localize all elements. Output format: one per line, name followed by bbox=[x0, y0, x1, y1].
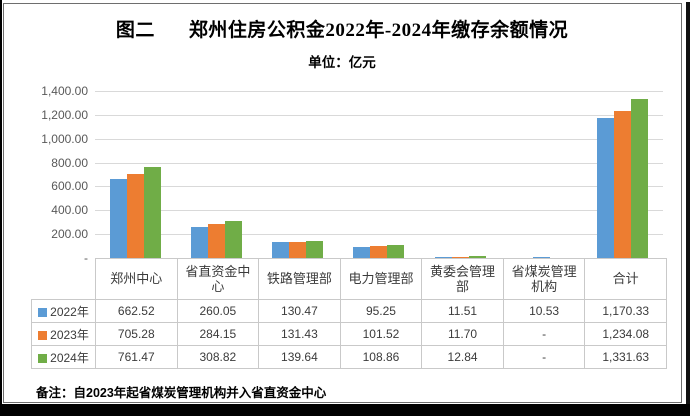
bar bbox=[434, 256, 452, 258]
table-head: 郑州中心 省直资金中心 铁路管理部 电力管理部 黄委会管理部 省煤炭管理机构 合计 bbox=[32, 258, 667, 300]
gridline bbox=[95, 91, 663, 92]
chart-unit-label: 单位：亿元 bbox=[308, 55, 376, 70]
bar-group bbox=[338, 91, 419, 258]
table-header-cell: 电力管理部 bbox=[339, 258, 423, 300]
bar-group bbox=[176, 91, 257, 258]
bar bbox=[272, 242, 290, 258]
page-bottom-edge bbox=[0, 404, 690, 416]
table-value-cell: 131.43 bbox=[258, 322, 341, 346]
y-axis-tick-label: - bbox=[84, 251, 88, 265]
bar bbox=[225, 221, 243, 258]
table-value-cell: 260.05 bbox=[176, 299, 260, 323]
table-header-row: 郑州中心 省直资金中心 铁路管理部 电力管理部 黄委会管理部 省煤炭管理机构 合计 bbox=[32, 258, 667, 300]
table-value-cell: - bbox=[502, 322, 586, 346]
table-value-cell: 12.84 bbox=[421, 345, 504, 369]
gridline bbox=[95, 163, 663, 164]
legend-label: 2024年 bbox=[50, 350, 89, 365]
bar-group bbox=[582, 91, 663, 258]
table-value-cell: 662.52 bbox=[95, 299, 178, 323]
table-value-cell: 95.25 bbox=[339, 299, 423, 323]
table-value-cell: 139.64 bbox=[258, 345, 341, 369]
legend-swatch bbox=[38, 330, 48, 340]
bar bbox=[630, 99, 648, 258]
bar bbox=[532, 256, 550, 258]
gridline bbox=[95, 234, 663, 235]
bar-groups bbox=[95, 91, 663, 258]
table-value-cell: 1,170.33 bbox=[584, 299, 667, 323]
bar-group bbox=[420, 91, 501, 258]
table-value-cell: 108.86 bbox=[339, 345, 423, 369]
footnote: 备注：自2023年起省煤炭管理机构并入省直资金中心 bbox=[36, 386, 327, 400]
chart-title: 图二 郑州住房公积金2022年-2024年缴存余额情况 bbox=[6, 15, 678, 42]
table-value-cell: 11.51 bbox=[421, 299, 504, 323]
bar-group bbox=[95, 91, 176, 258]
legend-key-cell: 2024年 bbox=[31, 345, 96, 369]
table-body: 2022年 662.52 260.05 130.47 95.25 11.51 10.53 1,… bbox=[31, 299, 667, 369]
gridline bbox=[95, 115, 663, 116]
bar bbox=[289, 242, 307, 258]
legend-label: 2023年 bbox=[50, 327, 89, 342]
table-value-cell: - bbox=[502, 345, 586, 369]
legend-swatch bbox=[38, 307, 48, 317]
table-value-cell: 11.70 bbox=[421, 322, 504, 346]
bar bbox=[451, 256, 469, 258]
table-header-cell: 黄委会管理部 bbox=[421, 258, 504, 300]
table-row: 2022年 662.52 260.05 130.47 95.25 11.51 10.53 1,… bbox=[31, 299, 667, 323]
y-axis-tick-label: 1,000.00 bbox=[41, 131, 88, 146]
y-axis-tick-label: 1,400.00 bbox=[41, 84, 88, 98]
table-value-cell: 308.82 bbox=[176, 345, 260, 369]
bar bbox=[353, 246, 371, 258]
table-value-cell: 10.53 bbox=[502, 299, 586, 323]
table-header-cell: 省煤炭管理机构 bbox=[502, 258, 586, 300]
table-value-cell: 705.28 bbox=[95, 322, 178, 346]
bar bbox=[596, 118, 614, 258]
y-axis-tick-label: 1,200.00 bbox=[41, 107, 88, 122]
y-axis-tick-label: 200.00 bbox=[51, 227, 88, 242]
bar bbox=[306, 241, 324, 258]
chart-title-number: 图二 bbox=[115, 20, 155, 41]
page-left-edge bbox=[0, 0, 2, 416]
gridline bbox=[95, 186, 663, 187]
y-axis-tick-label: 600.00 bbox=[51, 179, 88, 194]
table-value-cell: 284.15 bbox=[176, 322, 260, 346]
bar bbox=[191, 226, 209, 258]
bar bbox=[144, 167, 162, 258]
gridline bbox=[95, 210, 663, 211]
bar bbox=[208, 224, 226, 258]
legend-swatch bbox=[38, 353, 48, 363]
bar bbox=[387, 245, 405, 258]
plot-area bbox=[95, 91, 663, 258]
bar-group bbox=[501, 91, 582, 258]
table-header-cell: 郑州中心 bbox=[95, 258, 178, 300]
table-row: 2024年 761.47 308.82 139.64 108.86 12.84-1,331… bbox=[31, 345, 667, 369]
y-axis-tick-label: 800.00 bbox=[51, 155, 88, 170]
bar bbox=[613, 110, 631, 258]
y-axis-tick-label: 400.00 bbox=[51, 203, 88, 218]
table-header-cell: 铁路管理部 bbox=[258, 258, 341, 300]
table-value-cell: 101.52 bbox=[339, 322, 423, 346]
table-value-cell: 1,331.63 bbox=[584, 345, 667, 369]
table-corner-cell bbox=[32, 259, 96, 300]
page-right-edge bbox=[686, 2, 690, 416]
bar-group bbox=[257, 91, 338, 258]
data-table: 郑州中心 省直资金中心 铁路管理部 电力管理部 黄委会管理部 省煤炭管理机构 合计 2022… bbox=[31, 258, 667, 369]
bar bbox=[370, 245, 388, 258]
table-value-cell: 1,234.08 bbox=[584, 322, 667, 346]
table-header-cell: 合计 bbox=[584, 258, 667, 300]
bar bbox=[110, 178, 128, 258]
table-header-cell: 省直资金中心 bbox=[176, 258, 260, 300]
bar bbox=[468, 256, 486, 258]
legend-label: 2022年 bbox=[50, 304, 89, 319]
table-value-cell: 761.47 bbox=[95, 345, 178, 369]
legend-key-cell: 2023年 bbox=[31, 322, 96, 346]
table-value-cell: 130.47 bbox=[258, 299, 341, 323]
table-row: 2023年 705.28 284.15 131.43 101.52 11.70-1,234… bbox=[31, 322, 667, 346]
gridline bbox=[95, 139, 663, 140]
y-axis: 1,400.00 1,200.00 1,000.00 800.00 600.00 400.… bbox=[10, 84, 88, 265]
chart-title-text: 郑州住房公积金2022年-2024年缴存余额情况 bbox=[188, 20, 569, 41]
bar bbox=[127, 173, 145, 258]
legend-key-cell: 2022年 bbox=[31, 299, 96, 323]
